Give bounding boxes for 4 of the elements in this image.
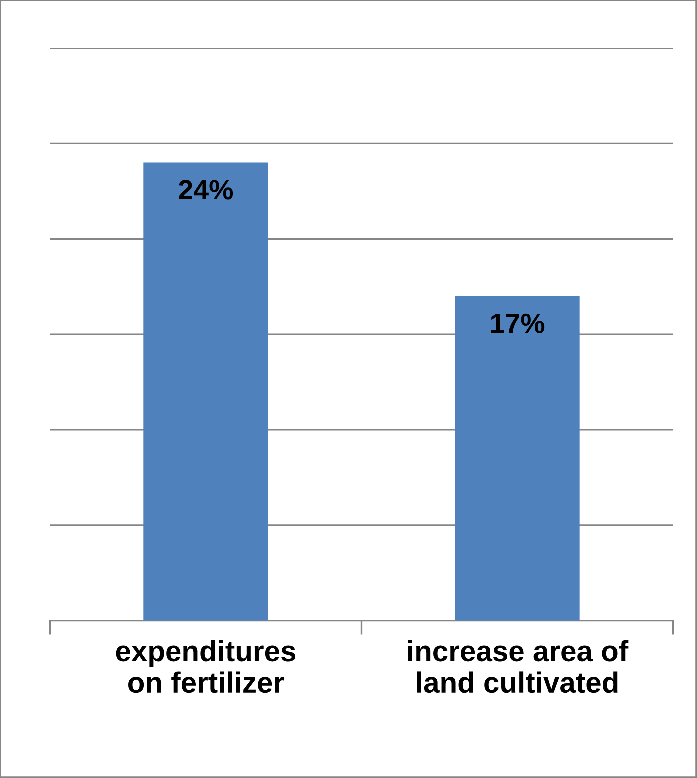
x-tick-label: increase area of land cultivated [408,640,629,694]
data-label: 24% [179,180,234,200]
data-label: 17% [491,314,545,334]
x-tick-label: expenditures on fertilizer [116,640,296,694]
